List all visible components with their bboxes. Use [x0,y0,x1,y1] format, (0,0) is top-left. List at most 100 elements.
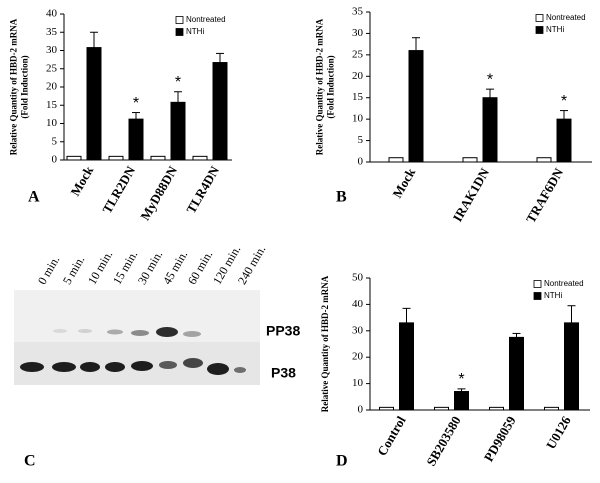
bar [564,322,579,411]
bar [379,406,394,411]
bar [388,157,404,163]
legend-label: Nontreated [546,13,586,22]
band [207,363,229,375]
bar [108,155,124,161]
y-tick-label: 30 [352,27,364,39]
y-tick-label: 5 [358,134,364,146]
bar [556,118,572,163]
band [53,329,67,333]
y-axis-label: Relative Quantity of HBD-2 mRNA [320,275,330,412]
y-axis-label: Relative Quantity of HBD-2 mRNA [315,18,325,155]
bar [150,155,166,161]
x-tick-label: Control [374,413,409,458]
y-tick-label: 15 [352,91,364,103]
lane-label: 0 min. [35,253,62,287]
y-tick-label: 50 [352,272,364,284]
y-tick-label: 10 [46,117,58,129]
bar [170,101,186,161]
significance-mark: * [487,71,493,88]
significance-mark: * [133,95,139,112]
x-tick-label: TLR2DN [99,163,138,216]
significance-mark: * [561,93,567,110]
x-tick-label: U0126 [543,413,574,452]
legend-label: NTHi [544,291,562,300]
bar [482,97,498,163]
y-tick-label: 10 [352,113,364,125]
panel-letter: D [336,453,348,470]
bar [434,406,449,411]
legend-label: NTHi [186,27,204,36]
x-tick-label: TRAF6DN [523,165,567,226]
band [78,329,92,333]
significance-mark: * [175,74,181,91]
band [131,330,149,336]
band [52,362,76,372]
band [159,361,177,369]
bar [454,391,469,411]
legend-swatch [533,280,542,288]
band [131,361,153,371]
y-tick-label: 20 [352,70,364,82]
legend-label: Nontreated [186,15,226,24]
x-tick-label: IRAK1DN [450,165,493,224]
y-tick-label: 40 [352,298,364,310]
panel-letter: C [24,453,36,470]
band [234,367,246,373]
x-tick-label: SB203580 [423,413,463,468]
y-axis-label: (Fold Induction) [20,55,30,118]
band [183,358,203,368]
bar [66,155,82,161]
band [107,329,123,335]
band-label: P38 [271,365,296,381]
y-tick-label: 25 [352,48,364,60]
y-tick-label: 20 [352,351,364,363]
blot-panel: PP38 P38 C [14,290,300,470]
band [156,327,178,337]
y-tick-label: 0 [358,404,364,416]
bar [536,157,552,163]
lane-label: 5 min. [60,253,87,287]
y-tick-label: 30 [46,44,58,56]
y-tick-label: 35 [352,6,364,18]
y-tick-label: 35 [46,26,58,38]
legend-label: NTHi [546,25,564,34]
band [183,331,201,337]
legend-swatch [535,14,544,22]
x-tick-label: Mock [389,165,418,201]
y-tick-label: 20 [46,81,58,93]
significance-mark: * [458,371,464,388]
bar [544,406,559,411]
y-tick-label: 30 [352,324,364,336]
y-tick-label: 10 [352,377,364,389]
bar [408,50,424,163]
band [105,362,125,372]
bar [192,155,208,161]
bar [399,322,414,411]
bar [212,62,228,161]
y-tick-label: 0 [52,154,58,166]
panel-letter: A [28,189,40,206]
y-tick-label: 15 [46,99,58,111]
bar [462,157,478,163]
y-axis-label: (Fold Induction) [326,55,336,118]
bar [509,336,524,411]
legend-label: Nontreated [544,279,584,288]
y-tick-label: 25 [46,62,58,74]
p38-bands [20,358,246,375]
legend-swatch [533,292,542,300]
band-label: PP38 [266,323,300,339]
band [20,362,44,372]
legend-swatch [175,28,184,36]
panel-letter: B [336,189,347,206]
legend-swatch [535,26,544,34]
x-tick-label: PD98059 [481,413,519,464]
x-tick-label: MyD88DN [137,163,180,223]
legend-swatch [175,16,184,24]
bar [86,47,102,161]
pp38-bands [53,327,201,337]
band [80,362,100,372]
x-tick-label: TLR4DN [183,163,222,216]
y-tick-label: 5 [52,135,58,147]
y-tick-label: 0 [358,156,364,168]
